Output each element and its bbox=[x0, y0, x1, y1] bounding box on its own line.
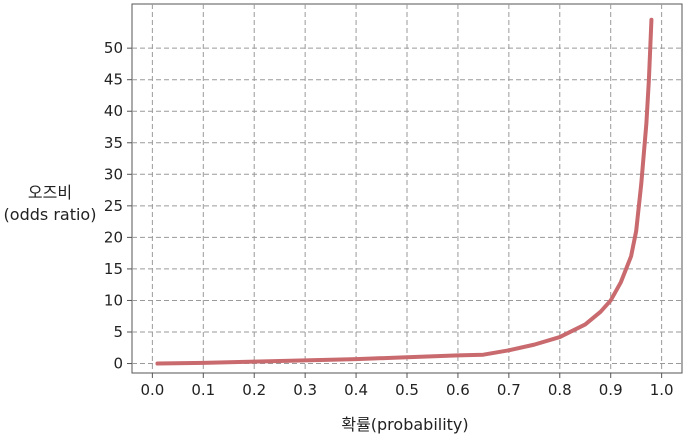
x-tick-label: 0.2 bbox=[242, 381, 266, 399]
x-tick-label: 0.0 bbox=[140, 381, 164, 399]
x-axis-label: 확률(probability) bbox=[341, 415, 469, 434]
x-tick-labels: 0.0 0.1 0.2 0.3 0.4 0.5 0.6 0.7 0.8 0.9 1.0 bbox=[140, 381, 673, 399]
x-tick-label: 0.7 bbox=[497, 381, 521, 399]
y-tick-label: 40 bbox=[104, 102, 123, 120]
x-tick-label: 0.6 bbox=[446, 381, 470, 399]
y-tick-label: 5 bbox=[113, 323, 123, 341]
x-tick-label: 0.8 bbox=[548, 381, 572, 399]
x-tick-label: 0.1 bbox=[191, 381, 215, 399]
axis-ticks bbox=[127, 47, 663, 378]
y-tick-label: 25 bbox=[104, 197, 123, 215]
y-tick-label: 0 bbox=[113, 355, 123, 373]
grid-lines bbox=[132, 4, 682, 373]
y-tick-label: 30 bbox=[104, 165, 123, 183]
y-tick-label: 45 bbox=[104, 71, 123, 89]
y-axis-label-english: (odds ratio) bbox=[3, 205, 97, 224]
x-tick-label: 0.4 bbox=[344, 381, 368, 399]
y-tick-label: 20 bbox=[104, 228, 123, 246]
y-tick-label: 10 bbox=[104, 291, 123, 309]
y-tick-label: 35 bbox=[104, 134, 123, 152]
x-tick-label: 0.9 bbox=[599, 381, 623, 399]
x-tick-label: 0.5 bbox=[395, 381, 419, 399]
y-tick-label: 15 bbox=[104, 260, 123, 278]
y-tick-label: 50 bbox=[104, 39, 123, 57]
odds-ratio-curve bbox=[155, 17, 654, 366]
y-axis-label: 오즈비 (odds ratio) bbox=[0, 182, 100, 226]
y-axis-label-korean: 오즈비 bbox=[27, 183, 73, 202]
x-tick-label: 0.3 bbox=[293, 381, 317, 399]
x-tick-label: 1.0 bbox=[650, 381, 674, 399]
y-tick-labels: 0 5 10 15 20 25 30 35 40 45 50 bbox=[104, 39, 123, 372]
